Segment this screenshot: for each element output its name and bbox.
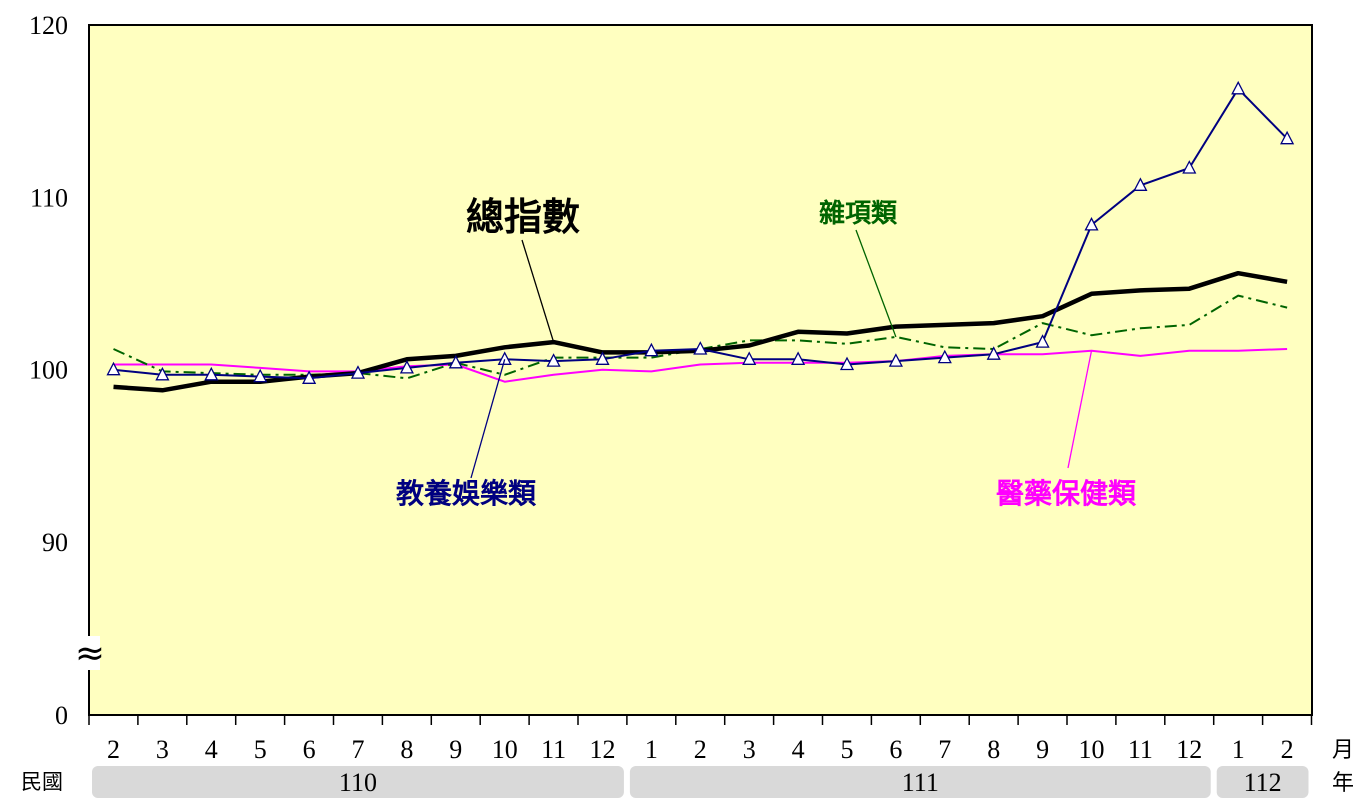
x-tick-label: 3: [743, 735, 756, 764]
leader-line-total: [521, 239, 555, 343]
x-tick-label: 12: [590, 735, 616, 764]
data-point-education: [693, 341, 708, 355]
leader-line-education: [470, 359, 506, 479]
leader-line-misc: [855, 229, 897, 338]
data-point-education: [1035, 334, 1050, 348]
x-tick-label: 8: [400, 735, 413, 764]
year-band-label: 111: [902, 768, 939, 797]
data-point-education: [546, 353, 561, 367]
data-point-education: [1084, 216, 1099, 231]
x-tick-label: 10: [492, 735, 518, 764]
series-label-misc: 雜項類: [819, 198, 898, 229]
x-tick-label: 7: [352, 735, 365, 764]
data-point-education: [791, 351, 806, 365]
series-label-total: 總指數: [466, 195, 580, 239]
data-point-education: [742, 351, 757, 365]
x-tick-label: 6: [303, 735, 316, 764]
data-point-education: [497, 351, 512, 365]
plot-area: [88, 24, 1313, 716]
x-tick-label: 2: [694, 735, 707, 764]
x-tick-label: 5: [254, 735, 267, 764]
year-band-label: 112: [1244, 768, 1282, 797]
x-tick-label: 4: [205, 735, 218, 764]
x-tick-label: 12: [1176, 735, 1202, 764]
x-tick-label: 9: [1036, 735, 1049, 764]
label-leader-lines: [470, 229, 1093, 479]
data-point-education: [302, 370, 317, 384]
leader-line-medical: [1067, 350, 1093, 469]
year-prefix-label: 民國: [21, 770, 63, 794]
x-tick-label: 7: [938, 735, 951, 764]
x-tick-label: 2: [107, 735, 120, 764]
y-tick-label: 90: [42, 528, 68, 557]
year-bands: 110 111 112: [92, 766, 1309, 798]
year-band-label: 110: [339, 768, 377, 797]
x-tick-label: 4: [792, 735, 805, 764]
x-tick-label: 8: [987, 735, 1000, 764]
x-tick-label: 10: [1079, 735, 1105, 764]
y-axis: 0 90 100 110 120: [29, 11, 68, 730]
y-tick-label: 100: [29, 356, 68, 385]
y-tick-label: 110: [30, 183, 68, 212]
data-point-education: [1182, 160, 1197, 174]
y-tick-label: 0: [55, 701, 68, 730]
year-band: [629, 766, 1211, 798]
x-tick-label: 6: [889, 735, 902, 764]
series-lines: [106, 80, 1295, 393]
data-point-education: [1133, 177, 1148, 191]
data-point-education: [839, 356, 855, 371]
x-tick-label: 5: [841, 735, 854, 764]
year-unit-label: 年: [1332, 771, 1354, 796]
x-tick-label: 1: [645, 735, 658, 764]
series-label-education: 教養娛樂類: [396, 477, 537, 510]
series-label-medical: 醫藥保健類: [996, 477, 1137, 510]
x-tick-label: 1: [1232, 735, 1245, 764]
data-point-education: [937, 349, 952, 364]
data-point-education: [350, 365, 366, 379]
year-band: [1216, 766, 1309, 798]
x-tick-label: 11: [1128, 735, 1153, 764]
data-point-education: [986, 346, 1001, 360]
data-point-education: [204, 366, 219, 381]
x-tick-label: 9: [449, 735, 462, 764]
data-point-education: [253, 368, 268, 383]
data-point-education: [644, 342, 659, 357]
data-point-education: [448, 354, 463, 369]
axis-break-mask: [80, 636, 100, 670]
axis-break-symbol: ≈: [75, 633, 105, 674]
month-unit-label: 月: [1332, 738, 1354, 763]
data-point-education: [1280, 130, 1295, 145]
data-point-education: [1231, 80, 1246, 95]
x-tick-label: 2: [1281, 735, 1294, 764]
x-tick-label: 11: [541, 735, 566, 764]
data-point-education: [888, 353, 903, 367]
data-point-education: [399, 359, 414, 374]
data-point-education: [155, 366, 170, 381]
year-band: [92, 766, 624, 798]
x-tick-label: 3: [156, 735, 169, 764]
data-point-education: [106, 361, 121, 376]
data-point-education: [595, 351, 610, 365]
x-axis: 2 3 4 5 6 7 8 9 10 11 12 1 2 3 4 5 6 7 8 9 10 11 12 1 2: [88, 715, 1313, 764]
y-tick-label: 120: [29, 11, 68, 40]
